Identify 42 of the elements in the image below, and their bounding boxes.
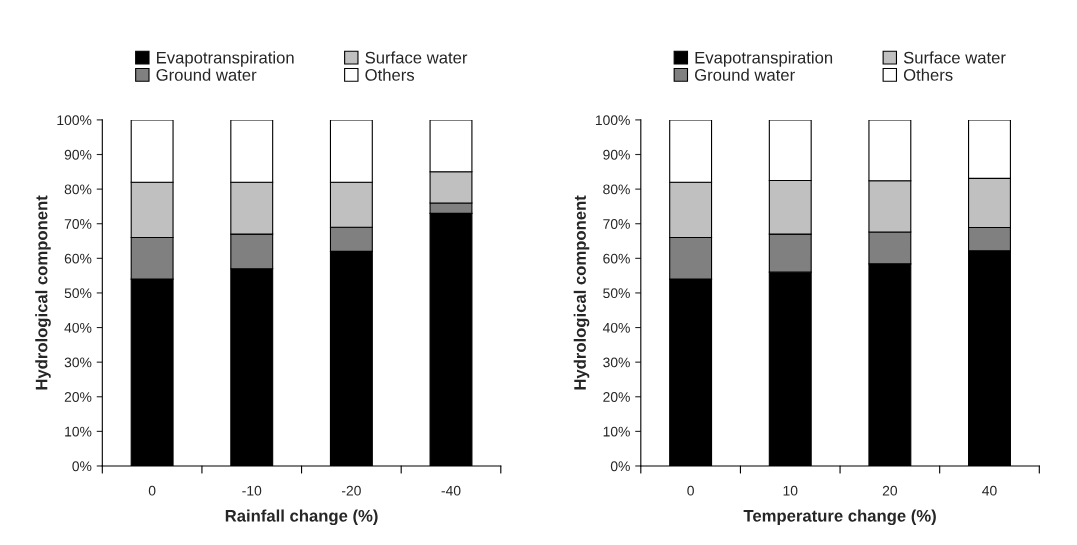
- legend-label: Ground water: [695, 68, 795, 81]
- legend-label: Others: [365, 68, 415, 81]
- x-tick-label: 40: [982, 485, 997, 496]
- y-tick-label: 50%: [64, 288, 92, 299]
- y-tick-label: 100%: [57, 115, 92, 126]
- y-tick-label: 80%: [603, 184, 630, 195]
- y-tick-label: 100%: [595, 115, 630, 126]
- legend-label: Surface water: [365, 51, 468, 64]
- y-tick-label: 10%: [603, 426, 630, 437]
- x-tick-label: -20: [341, 485, 361, 496]
- y-tick-label: 70%: [603, 219, 630, 229]
- x-axis-title: Rainfall change (%): [225, 509, 378, 526]
- legend-label: Others: [903, 68, 953, 81]
- y-tick-label: 60%: [603, 253, 630, 264]
- y-tick-label: 40%: [602, 322, 630, 333]
- x-axis-title: Temperature change (%): [743, 509, 936, 526]
- x-tick-label: 20: [882, 485, 898, 496]
- y-tick-label: 50%: [603, 288, 630, 299]
- y-tick-label: 20%: [64, 392, 92, 402]
- y-tick-label: 90%: [603, 149, 630, 160]
- y-axis-title: Hydrological component: [35, 195, 51, 390]
- y-tick-label: 20%: [603, 392, 630, 402]
- y-tick-label: 80%: [64, 184, 92, 195]
- x-tick-label: 10: [783, 485, 798, 496]
- x-tick-label: 0: [148, 485, 156, 496]
- y-tick-label: 0%: [72, 461, 92, 472]
- legend-label: Evapotranspiration: [157, 51, 294, 67]
- y-tick-label: 10%: [65, 426, 92, 437]
- legend-label: Evapotranspiration: [695, 51, 833, 67]
- y-axis-title: Hydrological component: [573, 195, 590, 390]
- y-tick-label: 0%: [610, 461, 630, 472]
- y-tick-label: 40%: [64, 322, 92, 333]
- y-tick-label: 60%: [64, 253, 92, 264]
- x-tick-label: 0: [687, 485, 694, 496]
- y-tick-label: 70%: [64, 219, 92, 229]
- legend-label: Surface water: [903, 51, 1006, 64]
- y-tick-label: 30%: [64, 357, 92, 368]
- x-tick-label: -10: [242, 485, 262, 496]
- y-tick-label: 90%: [64, 149, 92, 160]
- y-tick-label: 30%: [603, 357, 630, 368]
- x-tick-label: -40: [441, 485, 461, 496]
- legend-label: Ground water: [156, 68, 257, 81]
